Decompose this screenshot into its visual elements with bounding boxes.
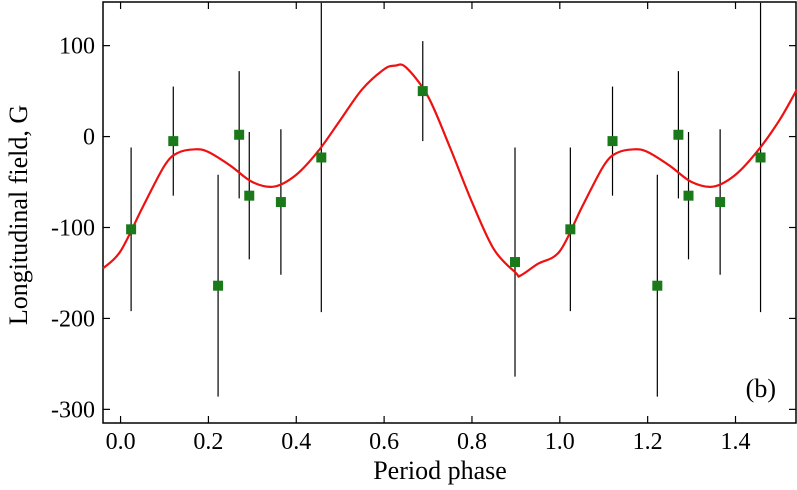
y-tick-label: -200 [51, 306, 95, 332]
data-point [126, 224, 137, 235]
data-point [607, 136, 618, 147]
data-point [673, 129, 684, 140]
y-tick-label: -300 [51, 397, 95, 423]
y-tick-label: 100 [59, 34, 95, 60]
data-point [244, 190, 255, 201]
x-tick-label: 1.4 [721, 429, 751, 455]
data-point [316, 152, 327, 163]
plot-area: 0.0 0.2 0.4 0.6 0.8 1.0 1.2 1.4 -300 -200 -100 0 100 [51, 1, 797, 455]
plot-frame [102, 1, 797, 424]
data-point [234, 129, 245, 140]
data-point [510, 257, 521, 268]
y-axis-label: Longitudinal field, G [4, 105, 33, 325]
data-point [168, 136, 179, 147]
x-tick-label: 1.2 [633, 429, 663, 455]
y-tick-label: 0 [83, 125, 95, 151]
x-tick-label: 0.0 [106, 429, 136, 455]
data-point [213, 280, 224, 291]
x-tick-label: 0.4 [281, 429, 311, 455]
panel-annotation: (b) [746, 374, 776, 403]
data-point [715, 197, 726, 208]
x-tick-label: 0.8 [457, 429, 487, 455]
x-tick-label: 0.6 [369, 429, 399, 455]
data-point [275, 197, 286, 208]
x-axis-label: Period phase [373, 456, 507, 485]
data-point [417, 86, 428, 97]
data-point [755, 152, 766, 163]
fit-curve [102, 63, 797, 278]
x-tick-label: 0.2 [193, 429, 223, 455]
y-tick-label: -100 [51, 216, 95, 242]
data-point [652, 280, 663, 291]
data-point [565, 224, 576, 235]
x-tick-label: 1.0 [545, 429, 575, 455]
data-point [683, 190, 694, 201]
